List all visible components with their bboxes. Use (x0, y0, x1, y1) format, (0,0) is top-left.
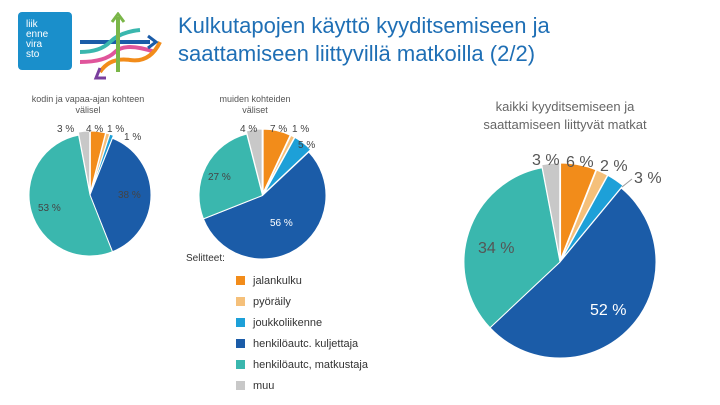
agency-logo: liik enne vira sto (18, 12, 162, 84)
page-title-line-2: saattamiseen liittyvillä matkoilla (2/2) (178, 41, 536, 66)
pie-1-label-joukkoliikenne: 1 % (124, 132, 142, 143)
pie-slice-jalankulku (262, 128, 291, 193)
pie-2-label-matkustaja: 27 % (208, 172, 231, 183)
legend-label: pyöräily (253, 295, 291, 308)
legend-swatch (236, 276, 245, 285)
logo-box: liik enne vira sto (18, 12, 72, 70)
pie-slice-pyöräily (263, 134, 296, 194)
pie-1-label-kuljettaja: 38 % (118, 190, 141, 201)
logo-line-4: sto (26, 49, 40, 60)
page-title-line-1: Kulkutapojen käyttö kyyditsemiseen ja (178, 13, 550, 38)
pie-1-label-muu: 3 % (57, 124, 75, 135)
pie-slice-joukkoliikenne (561, 174, 624, 260)
pie-2-label-kuljettaja: 56 % (270, 218, 293, 229)
chart-1-title-line-1: kodin ja vapaa-ajan kohteen (31, 94, 145, 104)
pie-3-label-pyoraily: 2 % (600, 158, 628, 175)
pie-3-label-kuljettaja: 52 % (590, 302, 627, 319)
pie-slice-joukkoliikenne (263, 136, 312, 194)
legend-label: henkilöautc. kuljettaja (253, 337, 359, 350)
pie-3-label-matkustaja: 34 % (478, 240, 515, 257)
chart-1-title: kodin ja vapaa-ajan kohteen välisel (18, 94, 158, 116)
pie-slice-muu (245, 128, 263, 193)
pie-3-label-muu: 3 % (532, 152, 560, 169)
legend-item-pyoraily: pyöräily (236, 291, 368, 312)
pie-2-label-jalankulku: 7 % (270, 124, 288, 135)
pie-slice-henkilöautc-matkustaja (28, 134, 114, 257)
legend-label: jalankulku (253, 274, 302, 287)
pie-2-label-joukkoliikenne: 5 % (298, 140, 316, 151)
legend-swatch (236, 339, 245, 348)
pie-2-label-muu: 4 % (240, 124, 258, 135)
pie-1-label-jalankulku: 4 % (86, 124, 104, 135)
pie-2-label-pyoraily: 1 % (292, 124, 310, 135)
chart-3-title-line-2: saattamiseen liittyvät matkat (483, 117, 647, 132)
chart-2-title-line-1: muiden kohteiden (219, 94, 291, 104)
legend-item-jalankulku: jalankulku (236, 270, 368, 291)
pie-chart-2 (198, 128, 327, 260)
chart-1-title-line-2: välisel (75, 105, 101, 115)
pie-3-label-jalankulku: 6 % (566, 154, 594, 171)
chart-2-title-line-2: väliset (242, 105, 268, 115)
pie-1-label-matkustaja: 53 % (38, 203, 61, 214)
pie-1-label-pyoraily: 1 % (107, 124, 125, 135)
pie-slice-muu (77, 130, 91, 193)
pie-slice-henkilöautc-matkustaja (198, 133, 264, 220)
logo-line-1: liik (26, 19, 38, 30)
legend-item-matkustaja: henkilöautc, matkustaja (236, 354, 368, 375)
logo-arrows-graphic (79, 12, 162, 80)
pie-chart-1 (28, 130, 152, 257)
legend-swatch (236, 381, 245, 390)
legend-label: muu (253, 379, 275, 392)
legend-label: henkilöautc, matkustaja (253, 358, 368, 371)
chart-2-title: muiden kohteiden väliset (190, 94, 320, 116)
legend-item-joukkoliikenne: joukkoliikenne (236, 312, 368, 333)
pie-slice-henkilöautc-matkustaja (463, 167, 561, 329)
pie-slice-muu (541, 162, 561, 260)
pie-slice-henkilöautc-kuljettaja (89, 137, 152, 253)
legend-title: Selitteet: (186, 253, 225, 264)
legend-swatch (236, 318, 245, 327)
pie-slice-jalankulku (560, 162, 597, 260)
pie-chart-3 (463, 162, 657, 359)
legend: jalankulku pyöräily joukkoliikenne henki… (236, 270, 368, 396)
pie-3-label-joukkoliikenne: 3 % (634, 170, 662, 187)
pie-slice-henkilöautc-kuljettaja (202, 151, 327, 260)
chart-3-title: kaikki kyyditsemiseen ja saattamiseen li… (450, 98, 680, 134)
chart-3-title-line-1: kaikki kyyditsemiseen ja (495, 99, 635, 114)
legend-swatch (236, 360, 245, 369)
pie-3-leader-lines (621, 178, 633, 188)
page-title: Kulkutapojen käyttö kyyditsemiseen ja sa… (178, 12, 708, 68)
logo-line-2: enne (26, 29, 49, 40)
pie-slice-henkilöautc-kuljettaja (489, 187, 657, 359)
logo-line-3: vira (26, 39, 43, 50)
legend-item-kuljettaja: henkilöautc. kuljettaja (236, 333, 368, 354)
legend-item-muu: muu (236, 375, 368, 396)
legend-swatch (236, 297, 245, 306)
legend-label: joukkoliikenne (253, 316, 323, 329)
